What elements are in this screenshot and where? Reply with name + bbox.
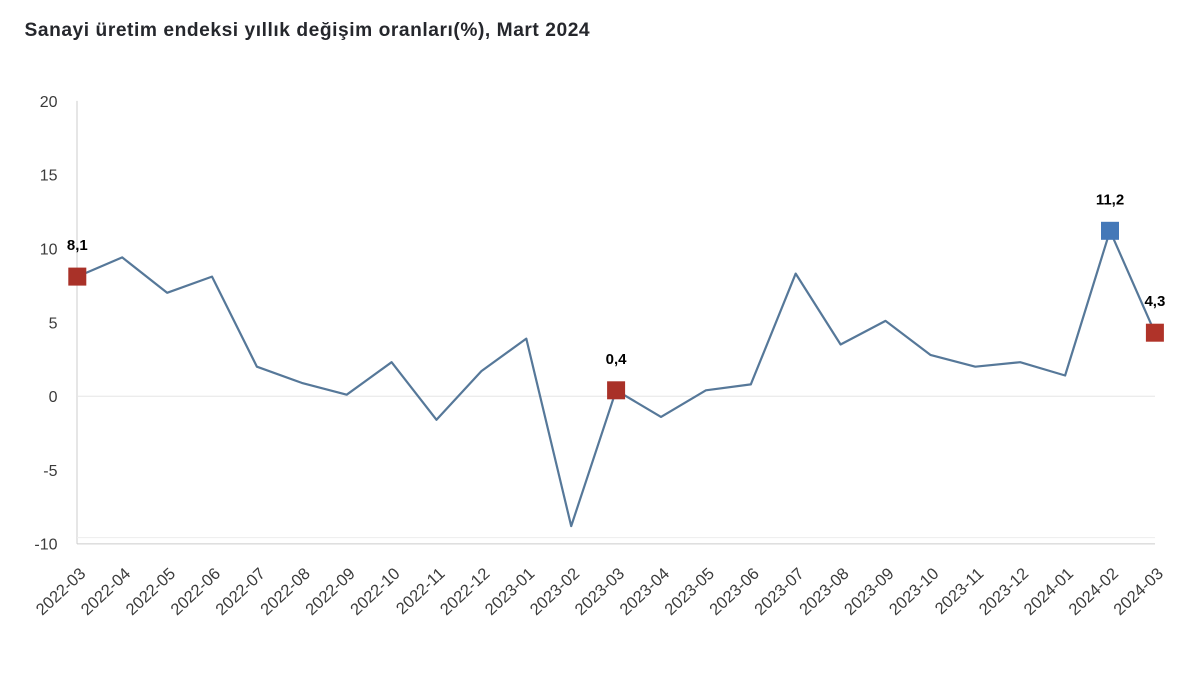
svg-text:15: 15 xyxy=(40,168,58,185)
svg-text:-5: -5 xyxy=(43,463,57,480)
svg-text:-10: -10 xyxy=(34,537,57,554)
svg-text:20: 20 xyxy=(40,94,58,111)
svg-text:8,1: 8,1 xyxy=(67,237,88,254)
svg-text:5: 5 xyxy=(49,315,58,332)
svg-text:4,3: 4,3 xyxy=(1144,293,1165,310)
svg-text:11,2: 11,2 xyxy=(1096,191,1124,208)
svg-text:0: 0 xyxy=(49,389,58,406)
svg-text:0,4: 0,4 xyxy=(606,351,628,368)
svg-text:10: 10 xyxy=(40,242,58,259)
svg-text:Sanayi üretim endeksi yıllık d: Sanayi üretim endeksi yıllık değişim ora… xyxy=(25,20,591,41)
